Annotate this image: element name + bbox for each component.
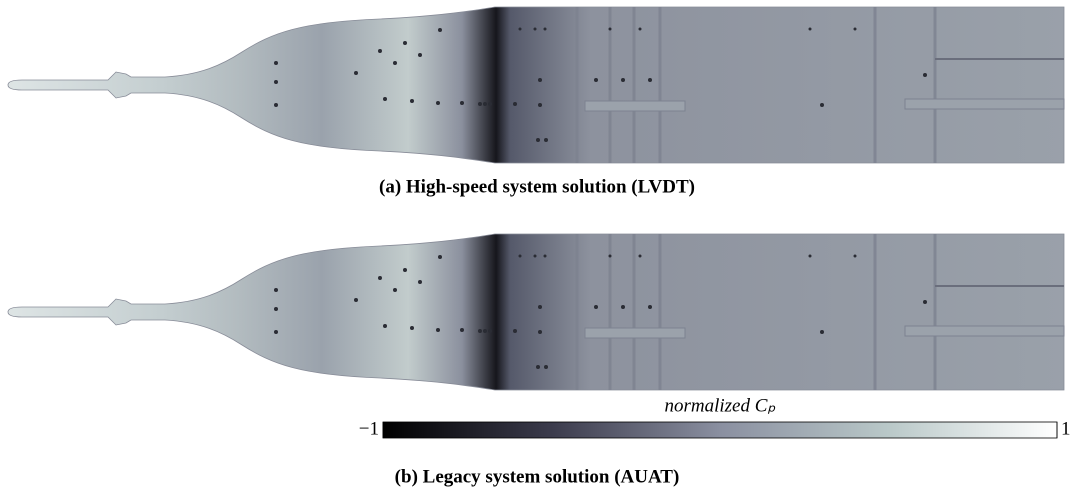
caption: (a) High-speed system solution (LVDT) [379,176,695,197]
colorbar-tick-label: 1 [1061,418,1071,439]
caption: (b) Legacy system solution (AUAT) [395,466,680,487]
colorbar [383,422,1057,438]
page: (a) High-speed system solution (LVDT) (b… [0,0,1074,491]
colorbar-label: normalized Cₚ [664,395,776,416]
solution-b [8,234,1064,390]
colorbar-tick-label: −1 [359,418,379,439]
figure: (a) High-speed system solution (LVDT) (b… [0,0,1074,491]
solution-a [8,7,1064,163]
